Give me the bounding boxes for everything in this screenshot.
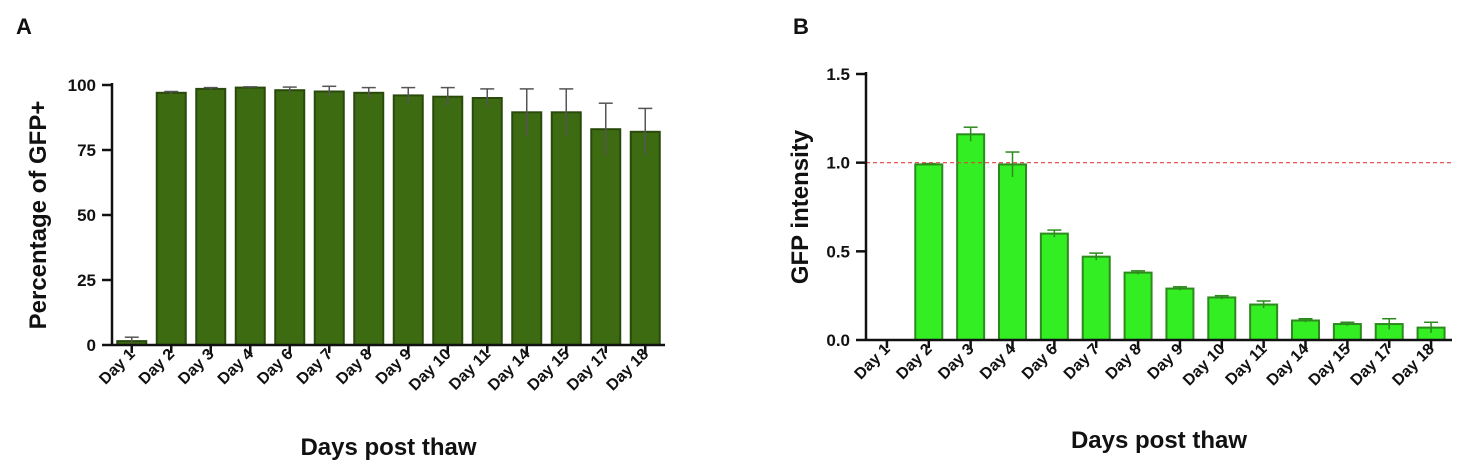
panel-b-category-label: Day 14 (1264, 341, 1313, 390)
panel-b-category-label: Day 18 (1389, 341, 1438, 390)
panel-a-category-label: Day 18 (604, 346, 653, 395)
panel-b-bar (1207, 296, 1237, 342)
panel-a-category-label: Day 11 (446, 346, 494, 394)
panel-a-bar (432, 95, 464, 346)
panel-a-category-label: Day 1 (96, 346, 138, 388)
panel-b-bar (914, 163, 944, 341)
panel-a-bar (511, 111, 543, 346)
panel-b-y-tick-label: 0.5 (826, 242, 850, 261)
panel-b-category-label: Day 11 (1223, 341, 1271, 389)
panel-a-bar (274, 89, 306, 346)
panel-b-category-label: Day 4 (977, 341, 1019, 383)
panel-a-error-bar (164, 90, 179, 95)
panel-a-error-bar (559, 88, 574, 136)
panel-b-category-label: Day 6 (1019, 341, 1061, 383)
panel-a-category-label: Day 8 (333, 346, 375, 388)
panel-b-category-label: Day 15 (1306, 341, 1355, 390)
panel-a-y-tick-label: 100 (68, 76, 96, 95)
panel-b-bar (1291, 319, 1320, 342)
panel-a-y-tick-label: 75 (77, 141, 96, 160)
panel-a-y-tick-label: 0 (87, 336, 96, 355)
panel-b-category-label: Day 17 (1348, 341, 1397, 390)
panel-b-error-bar (1214, 294, 1229, 300)
panel-b-error-bar (1256, 300, 1271, 309)
panel-b-letter: B (793, 14, 809, 39)
panel-b-x-axis-title: Days post thaw (1071, 427, 1247, 454)
panel-a-error-bar (401, 86, 416, 104)
panel-b-error-bar (1340, 321, 1355, 326)
panel-a-bar (392, 94, 424, 347)
panel-b-error-bar (921, 162, 936, 166)
panel-b-y-tick-label: 1.5 (826, 65, 850, 84)
panel-b-error-bar (1424, 321, 1439, 333)
panel-b-y-tick-label: 0.0 (826, 331, 850, 350)
panel-a-bar (471, 97, 503, 346)
panel-b-bar (1165, 287, 1195, 341)
panel-a-category-label: Day 7 (294, 346, 336, 388)
panel-a-letter: A (16, 14, 32, 39)
panel-a-category-label: Day 4 (215, 346, 257, 388)
panel-a-error-bar (598, 102, 613, 156)
panel-b-y-axis-title: GFP intensity (787, 129, 814, 284)
panel-b-category-label: Day 8 (1103, 341, 1145, 383)
panel-b-error-bar (1382, 317, 1397, 330)
panel-b-category-label: Day 2 (893, 341, 935, 383)
panel-a-category-label: Day 17 (564, 346, 613, 395)
panel-a-error-bar (322, 85, 337, 97)
panel-a-y-axis-title: Percentage of GFP+ (25, 101, 52, 330)
panel-a-error-bar (203, 86, 218, 91)
panel-a-category-label: Day 14 (485, 346, 534, 395)
panel-a-y-tick-label: 25 (77, 271, 96, 290)
panel-a-bar (195, 87, 227, 347)
panel-a-bar (353, 91, 385, 346)
panel-b-error-bar (963, 126, 978, 142)
panel-a-category-label: Day 6 (254, 346, 296, 388)
panel-b-category-label: Day 10 (1180, 341, 1229, 390)
panel-a-y-tick-label: 50 (77, 206, 96, 225)
panel-a-error-bar (519, 88, 534, 136)
panel-a-error-bar (243, 86, 258, 89)
panel-b-bar (1123, 271, 1153, 342)
panel-b-error-bar (1172, 286, 1187, 291)
panel-a-bar (155, 91, 187, 346)
panel-a-category-label: Day 10 (406, 346, 455, 395)
panel-a-category-label: Day 2 (136, 346, 178, 388)
panel-a-category-label: Day 15 (525, 346, 574, 395)
panel-b-error-bar (1047, 229, 1062, 238)
panel-a-error-bar (361, 86, 376, 98)
panel-b-category-label: Day 1 (852, 341, 894, 383)
panel-b-category-label: Day 7 (1061, 341, 1103, 383)
panel-b-bar (998, 163, 1027, 341)
panel-a-error-bar (440, 86, 455, 106)
panel-b-error-bar (1131, 270, 1146, 275)
panel-a-bar (234, 86, 266, 346)
panel-b-bar (1332, 323, 1362, 342)
panel-b-error-bar (1298, 317, 1313, 323)
panel-a-x-axis-title: Days post thaw (300, 434, 476, 461)
panel-b-bar (1249, 303, 1279, 341)
panel-a-error-bar (638, 107, 653, 156)
panel-a-bar (313, 90, 345, 346)
panel-b-bar (1081, 255, 1111, 341)
panel-a-error-bar (124, 336, 139, 345)
panel-a-error-bar (480, 88, 495, 108)
panel-a-bar (550, 111, 582, 346)
panel-a-bar (590, 128, 622, 346)
panel-a-category-label: Day 3 (175, 346, 217, 388)
panel-b-error-bar (1005, 151, 1020, 177)
panel-b-category-label: Day 3 (935, 341, 977, 383)
panel-a-error-bar (282, 86, 297, 94)
panel-b-bar (1039, 232, 1069, 342)
panel-b-y-tick-label: 1.0 (826, 154, 850, 173)
panel-b-bar (956, 133, 986, 341)
panel-b-error-bar (1089, 252, 1104, 261)
panel-a-bar (629, 130, 661, 346)
